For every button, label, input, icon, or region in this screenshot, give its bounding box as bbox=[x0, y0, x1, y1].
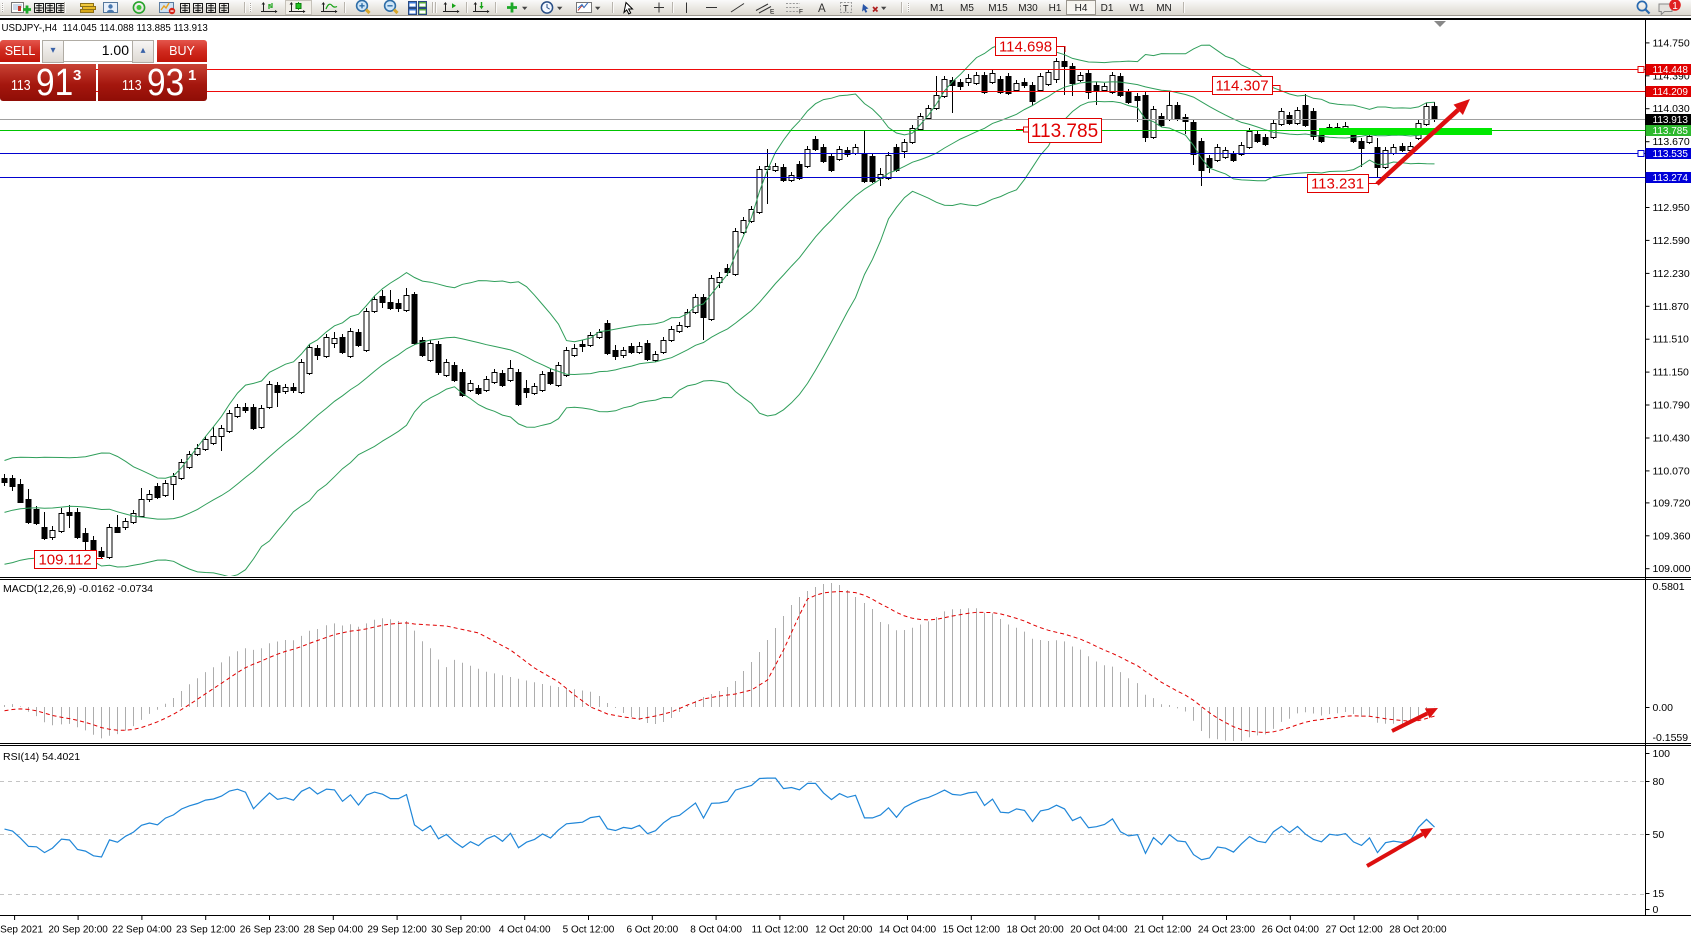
svg-text:100: 100 bbox=[1653, 748, 1671, 760]
svg-text:111.150: 111.150 bbox=[1653, 367, 1690, 379]
svg-text:4 Oct 04:00: 4 Oct 04:00 bbox=[499, 925, 551, 936]
svg-text:28 Oct 20:00: 28 Oct 20:00 bbox=[1389, 925, 1447, 936]
svg-text:114.448: 114.448 bbox=[1653, 65, 1689, 76]
svg-text:15 Oct 12:00: 15 Oct 12:00 bbox=[943, 925, 1001, 936]
svg-text:17 Sep 2021: 17 Sep 2021 bbox=[0, 925, 43, 936]
svg-text:6 Oct 20:00: 6 Oct 20:00 bbox=[626, 925, 678, 936]
svg-text:0.00: 0.00 bbox=[1653, 702, 1674, 714]
svg-text:112.230: 112.230 bbox=[1653, 268, 1690, 280]
svg-text:23 Sep 12:00: 23 Sep 12:00 bbox=[176, 925, 236, 936]
svg-text:109.000: 109.000 bbox=[1653, 563, 1691, 575]
svg-text:114.307: 114.307 bbox=[1215, 77, 1268, 94]
svg-text:W1: W1 bbox=[1130, 3, 1145, 14]
svg-text:M30: M30 bbox=[1018, 3, 1038, 14]
svg-text:21 Oct 12:00: 21 Oct 12:00 bbox=[1134, 925, 1192, 936]
svg-text:5 Oct 12:00: 5 Oct 12:00 bbox=[563, 925, 615, 936]
svg-text:113.670: 113.670 bbox=[1653, 136, 1690, 148]
svg-text:80: 80 bbox=[1653, 776, 1665, 788]
svg-text:109.112: 109.112 bbox=[38, 551, 91, 568]
svg-text:1: 1 bbox=[1672, 1, 1678, 12]
svg-text:A: A bbox=[818, 3, 826, 15]
svg-text:18 Oct 20:00: 18 Oct 20:00 bbox=[1006, 925, 1064, 936]
svg-text:0.5801: 0.5801 bbox=[1653, 581, 1685, 593]
svg-text:H1: H1 bbox=[1049, 3, 1062, 14]
svg-text:30 Sep 20:00: 30 Sep 20:00 bbox=[431, 925, 491, 936]
svg-text:M1: M1 bbox=[930, 3, 944, 14]
svg-text:MN: MN bbox=[1156, 3, 1172, 14]
svg-text:109.720: 109.720 bbox=[1653, 497, 1691, 509]
svg-text:USDJPY-,H4 114.045 114.088 11: USDJPY-,H4 114.045 114.088 113.885 113.9… bbox=[2, 23, 208, 34]
svg-text:11 Oct 12:00: 11 Oct 12:00 bbox=[752, 925, 809, 936]
svg-text:8 Oct 04:00: 8 Oct 04:00 bbox=[690, 925, 742, 936]
svg-text:111.510: 111.510 bbox=[1653, 334, 1690, 346]
svg-text:113.535: 113.535 bbox=[1653, 149, 1689, 160]
svg-text:20 Oct 04:00: 20 Oct 04:00 bbox=[1070, 925, 1128, 936]
svg-text:H4: H4 bbox=[1075, 3, 1088, 14]
svg-text:113.913: 113.913 bbox=[1653, 115, 1689, 126]
svg-text:RSI(14) 54.4021: RSI(14) 54.4021 bbox=[3, 751, 80, 763]
svg-text:0: 0 bbox=[1653, 904, 1659, 916]
svg-text:114.698: 114.698 bbox=[999, 38, 1052, 55]
svg-text:110.430: 110.430 bbox=[1653, 433, 1690, 445]
svg-text:28 Sep 04:00: 28 Sep 04:00 bbox=[304, 925, 364, 936]
svg-text:113.785: 113.785 bbox=[1031, 121, 1098, 142]
svg-text:MACD(12,26,9) -0.0162 -0.0734: MACD(12,26,9) -0.0162 -0.0734 bbox=[3, 583, 153, 595]
svg-text:22 Sep 04:00: 22 Sep 04:00 bbox=[112, 925, 172, 936]
svg-text:29 Sep 12:00: 29 Sep 12:00 bbox=[367, 925, 427, 936]
svg-text:111.870: 111.870 bbox=[1653, 301, 1690, 313]
svg-text:T: T bbox=[843, 4, 849, 14]
svg-text:14 Oct 04:00: 14 Oct 04:00 bbox=[879, 925, 937, 936]
svg-text:26 Sep 23:00: 26 Sep 23:00 bbox=[240, 925, 300, 936]
svg-text:F: F bbox=[799, 9, 803, 16]
svg-text:110.070: 110.070 bbox=[1653, 465, 1690, 477]
svg-text:113.785: 113.785 bbox=[1653, 126, 1689, 137]
svg-text:12 Oct 20:00: 12 Oct 20:00 bbox=[815, 925, 873, 936]
svg-text:114.030: 114.030 bbox=[1653, 103, 1690, 115]
svg-text:20 Sep 20:00: 20 Sep 20:00 bbox=[48, 925, 108, 936]
svg-text:15: 15 bbox=[1653, 888, 1665, 900]
svg-text:110.790: 110.790 bbox=[1653, 400, 1690, 412]
svg-text:M15: M15 bbox=[988, 3, 1008, 14]
svg-text:112.950: 112.950 bbox=[1653, 202, 1690, 214]
svg-text:113.274: 113.274 bbox=[1653, 173, 1689, 184]
svg-text:M5: M5 bbox=[960, 3, 974, 14]
svg-text:50: 50 bbox=[1653, 829, 1665, 841]
svg-text:D1: D1 bbox=[1101, 3, 1114, 14]
svg-text:27 Oct 12:00: 27 Oct 12:00 bbox=[1325, 925, 1383, 936]
svg-text:E: E bbox=[770, 9, 775, 16]
svg-text:26 Oct 04:00: 26 Oct 04:00 bbox=[1262, 925, 1320, 936]
svg-text:114.209: 114.209 bbox=[1653, 87, 1689, 98]
svg-text:112.590: 112.590 bbox=[1653, 235, 1690, 247]
svg-text:113.231: 113.231 bbox=[1311, 175, 1364, 192]
svg-text:-0.1559: -0.1559 bbox=[1653, 732, 1689, 744]
svg-text:114.750: 114.750 bbox=[1653, 37, 1690, 49]
svg-text:24 Oct 23:00: 24 Oct 23:00 bbox=[1198, 925, 1256, 936]
svg-text:109.360: 109.360 bbox=[1653, 530, 1691, 542]
